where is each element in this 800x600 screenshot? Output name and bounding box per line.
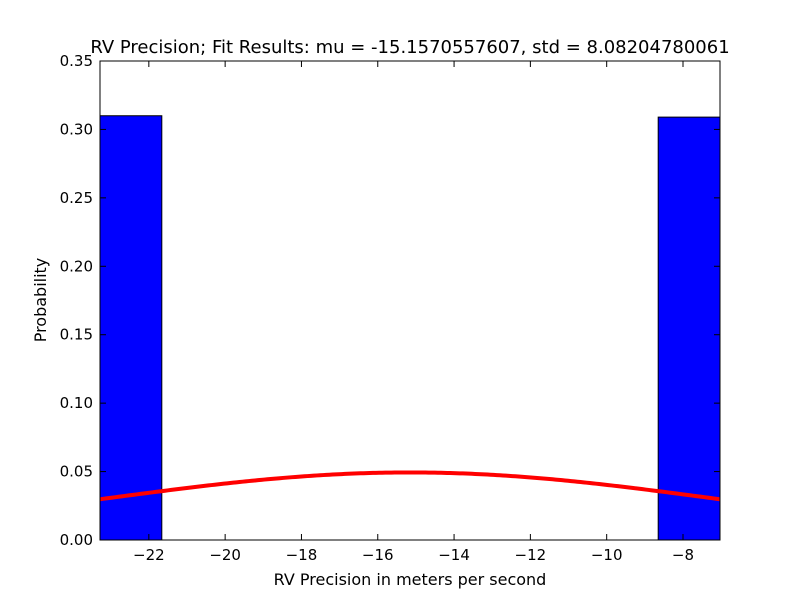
x-tick-label: −10: [591, 546, 623, 564]
x-tick-label: −14: [438, 546, 470, 564]
y-tick-label: 0.25: [60, 189, 93, 207]
histogram-bar-2: [657, 116, 721, 541]
x-axis-ticks: −22 −20 −18 −16 −14 −12 −10 −8: [133, 61, 694, 564]
x-tick-label: −16: [362, 546, 394, 564]
x-tick-label: −22: [133, 546, 165, 564]
y-tick-label: 0.10: [60, 394, 93, 412]
fit-curve-line: [100, 470, 720, 502]
y-tick-label: 0.20: [60, 257, 93, 275]
x-tick-label: −12: [515, 546, 547, 564]
chart-title: RV Precision; Fit Results: mu = -15.1570…: [90, 37, 729, 58]
x-tick-label: −18: [286, 546, 318, 564]
y-axis-label: Probability: [31, 258, 50, 343]
y-tick-label: 0.35: [60, 52, 93, 70]
y-tick-label: 0.30: [60, 120, 93, 138]
y-axis-ticks: 0.00 0.05 0.10 0.15 0.20 0.25 0.30 0.35: [60, 52, 720, 549]
x-axis-label: RV Precision in meters per second: [274, 570, 547, 589]
x-tick-label: −8: [672, 546, 694, 564]
y-tick-label: 0.05: [60, 463, 93, 481]
fit-curve-group: [100, 470, 720, 502]
x-tick-label: −20: [209, 546, 241, 564]
plot-background: [100, 61, 720, 540]
y-tick-label: 0.00: [60, 531, 93, 549]
axes-border: [99, 60, 721, 541]
axes-frame: [99, 60, 721, 541]
histogram-bar-1: [99, 115, 163, 541]
histogram-bars: [99, 115, 721, 541]
y-tick-label: 0.15: [60, 326, 93, 344]
plot-area: [100, 61, 720, 540]
